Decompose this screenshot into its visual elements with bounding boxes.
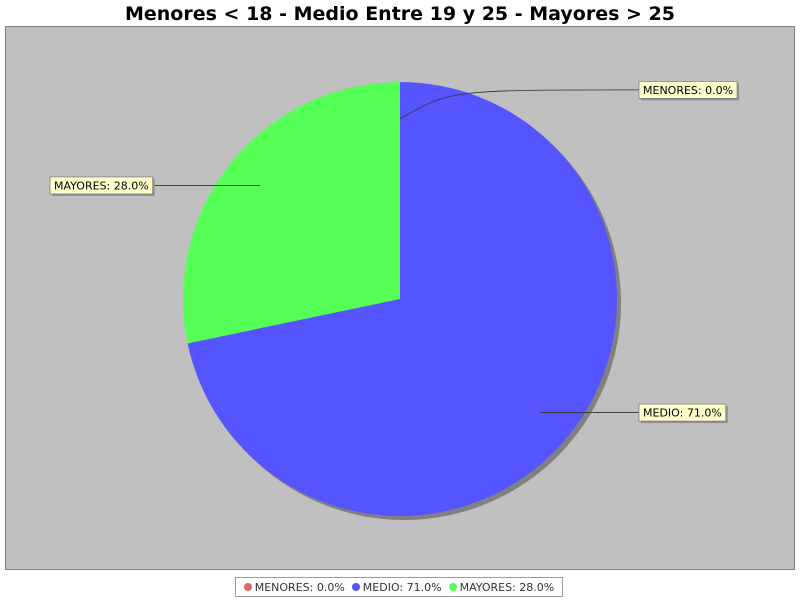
pie-slice-mayores <box>183 82 400 344</box>
pie-callouts: MENORES: 0.0% MEDIO: 71.0% MAYORES: 28.0% <box>49 80 740 424</box>
legend-label-medio: MEDIO: 71.0% <box>362 580 442 594</box>
legend-swatch-medio <box>351 583 360 591</box>
callout-box-mayores <box>49 176 154 195</box>
legend-label-mayores: MAYORES: 28.0% <box>459 580 555 594</box>
callout-label-menores: MENORES: 0.0% <box>643 84 733 97</box>
legend: MENORES: 0.0% MEDIO: 71.0% MAYORES: 28.0… <box>235 577 563 597</box>
callout-label-medio: MEDIO: 71.0% <box>643 407 722 420</box>
legend-item-menores: MENORES: 0.0% <box>243 580 345 594</box>
chart-title: Menores < 18 - Medio Entre 19 y 25 - May… <box>124 3 676 25</box>
callout-label-mayores: MAYORES: 28.0% <box>54 179 149 192</box>
callout-line-menores <box>399 89 640 120</box>
legend-item-mayores: MAYORES: 28.0% <box>448 580 555 594</box>
legend-item-medio: MEDIO: 71.0% <box>351 580 442 594</box>
legend-swatch-mayores <box>448 583 457 591</box>
callout-menores: MENORES: 0.0% <box>399 80 740 120</box>
callout-box-menores <box>638 80 738 99</box>
legend-swatch-menores <box>243 583 252 591</box>
callout-medio: MEDIO: 71.0% <box>539 403 728 424</box>
callout-box-medio <box>638 403 727 422</box>
callout-mayores: MAYORES: 28.0% <box>49 176 261 196</box>
legend-label-menores: MENORES: 0.0% <box>254 580 345 594</box>
pie-slice-medio <box>187 82 618 516</box>
pie-slices <box>183 82 618 516</box>
